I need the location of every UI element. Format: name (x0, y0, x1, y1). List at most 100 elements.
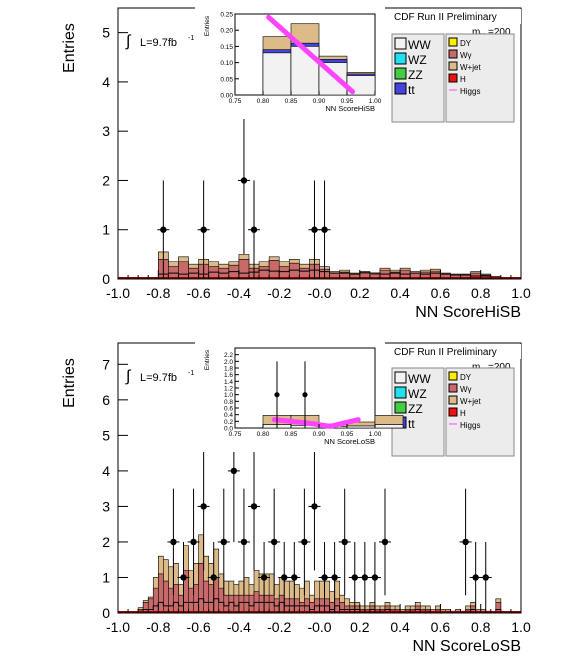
x-tick-label: 0.4 (390, 285, 410, 301)
y-tick-label: 0 (102, 605, 110, 621)
lumi-label: L=9.7fb (140, 37, 177, 49)
inset-y-tick-label: 0.05 (220, 76, 233, 83)
header-bg (384, 344, 521, 359)
x-tick-label: 0.6 (431, 619, 451, 635)
x-tick-label: -0.8 (146, 619, 170, 635)
data-point (160, 226, 167, 233)
legend-entry: DY (460, 39, 472, 48)
data-point (361, 574, 369, 581)
y-axis-title: Entries (61, 23, 78, 73)
legend-swatch (448, 395, 458, 405)
legend-entry: W+jet (460, 63, 481, 72)
legend-swatch (448, 37, 458, 47)
data-point (190, 538, 197, 546)
y-tick-label: 5 (102, 25, 110, 41)
legend-swatch (394, 82, 407, 95)
data-point (371, 574, 379, 581)
x-axis-title: NN ScoreHiSB (415, 304, 521, 321)
data-point (270, 538, 278, 546)
legend-entry: H (460, 75, 466, 84)
x-tick-label: -0.2 (267, 619, 291, 635)
data-point (472, 574, 479, 581)
data-point (462, 538, 469, 546)
data-point (351, 574, 358, 581)
inset-ww-bar (290, 46, 320, 96)
data-point (240, 177, 248, 184)
legend-entry: WZ (408, 387, 427, 401)
y-tick-label: 0 (102, 271, 110, 287)
legend-swatch (394, 371, 407, 384)
inset-y-tick-label: 0.2 (224, 419, 233, 426)
inset-ww-bar (374, 424, 404, 429)
y-tick-label: 2 (102, 534, 110, 550)
x-tick-label: 0.8 (471, 285, 491, 301)
legend-swatch (394, 67, 407, 80)
legend-entry: WW (408, 372, 431, 386)
inset-y-tick-label: 0.15 (220, 44, 233, 51)
legend-swatch (394, 37, 407, 50)
data-point (260, 574, 268, 581)
integral-sign: ∫ (125, 33, 132, 50)
inset-y-tick-label: 0.10 (220, 60, 233, 67)
inset-y-tick-label: 1.6 (224, 372, 233, 379)
inset-y-tick-label: 0.6 (224, 406, 233, 413)
data-point (230, 467, 238, 475)
inset-y-tick-label: 1.4 (224, 379, 233, 386)
legend-entry: Higgs (460, 421, 480, 430)
inset-y-tick-label: 0.0 (224, 426, 233, 433)
data-point (210, 574, 217, 581)
y-tick-label: 5 (102, 427, 110, 443)
header-text: CDF Run II Preliminary (394, 347, 497, 358)
y-tick-label: 6 (102, 392, 110, 408)
inset-x-tick-label: 1.00 (369, 98, 382, 105)
x-tick-label: 0.4 (390, 619, 410, 635)
legend-swatch (448, 407, 458, 417)
data-point (240, 538, 248, 546)
inset-y-tick-label: 2.0 (224, 359, 233, 366)
x-tick-label: -0.4 (227, 285, 251, 301)
inset-x-tick-label: 0.90 (313, 431, 326, 438)
legend-swatch (448, 61, 458, 71)
inset-x-tick-label: 1.00 (369, 431, 382, 438)
inset-x-title: NN ScoreHiSB (325, 104, 375, 113)
legend-swatch (448, 49, 458, 59)
inset-x-tick-label: 0.75 (229, 98, 242, 105)
inset-x-tick-label: 0.85 (285, 98, 298, 105)
inset-ww-bar (262, 52, 292, 96)
data-point (311, 503, 318, 510)
legend-swatch (394, 52, 407, 65)
inset-y-title: Entries (204, 15, 211, 36)
inset-y-tick-label: 0.25 (220, 12, 233, 19)
y-tick-label: 3 (102, 498, 110, 514)
panel-top: -1.0 -0.8 -0.6 -0.4 -0.2 -0.0 0.2 0.4 0.6 0.8 1.00… (61, 6, 531, 321)
data-point (301, 538, 308, 546)
x-tick-label: 0.2 (350, 619, 370, 635)
x-tick-label: -0.0 (307, 619, 331, 635)
legend-swatch (448, 73, 458, 83)
y-tick-label: 2 (102, 172, 110, 188)
inset-x-tick-label: 0.80 (257, 98, 270, 105)
legend-entry: ZZ (408, 68, 423, 82)
integral-sign: ∫ (125, 368, 132, 385)
inset-y-tick-label: 0.20 (220, 28, 233, 35)
inset-y-tick-label: 0.4 (224, 412, 233, 419)
x-tick-label: -0.4 (227, 619, 251, 635)
lumi-label: L=9.7fb (140, 372, 177, 384)
data-point (180, 574, 187, 581)
y-tick-label: 3 (102, 123, 110, 139)
lumi-exponent: -1 (188, 370, 194, 377)
legend-entry: ZZ (408, 402, 423, 416)
data-point (281, 574, 288, 581)
x-tick-label: -0.2 (267, 285, 291, 301)
legend-entry: Wγ (460, 51, 472, 60)
y-tick-label: 1 (102, 222, 110, 238)
y-tick-label: 7 (102, 356, 110, 372)
legend-swatch (394, 386, 407, 399)
inset-y-tick-label: 1.8 (224, 366, 233, 373)
data-point (381, 538, 389, 546)
data-point (331, 574, 338, 581)
y-tick-label: 1 (102, 569, 110, 585)
data-point (341, 538, 348, 546)
legend-entry: tt (408, 417, 415, 431)
x-tick-label: -0.6 (187, 285, 211, 301)
